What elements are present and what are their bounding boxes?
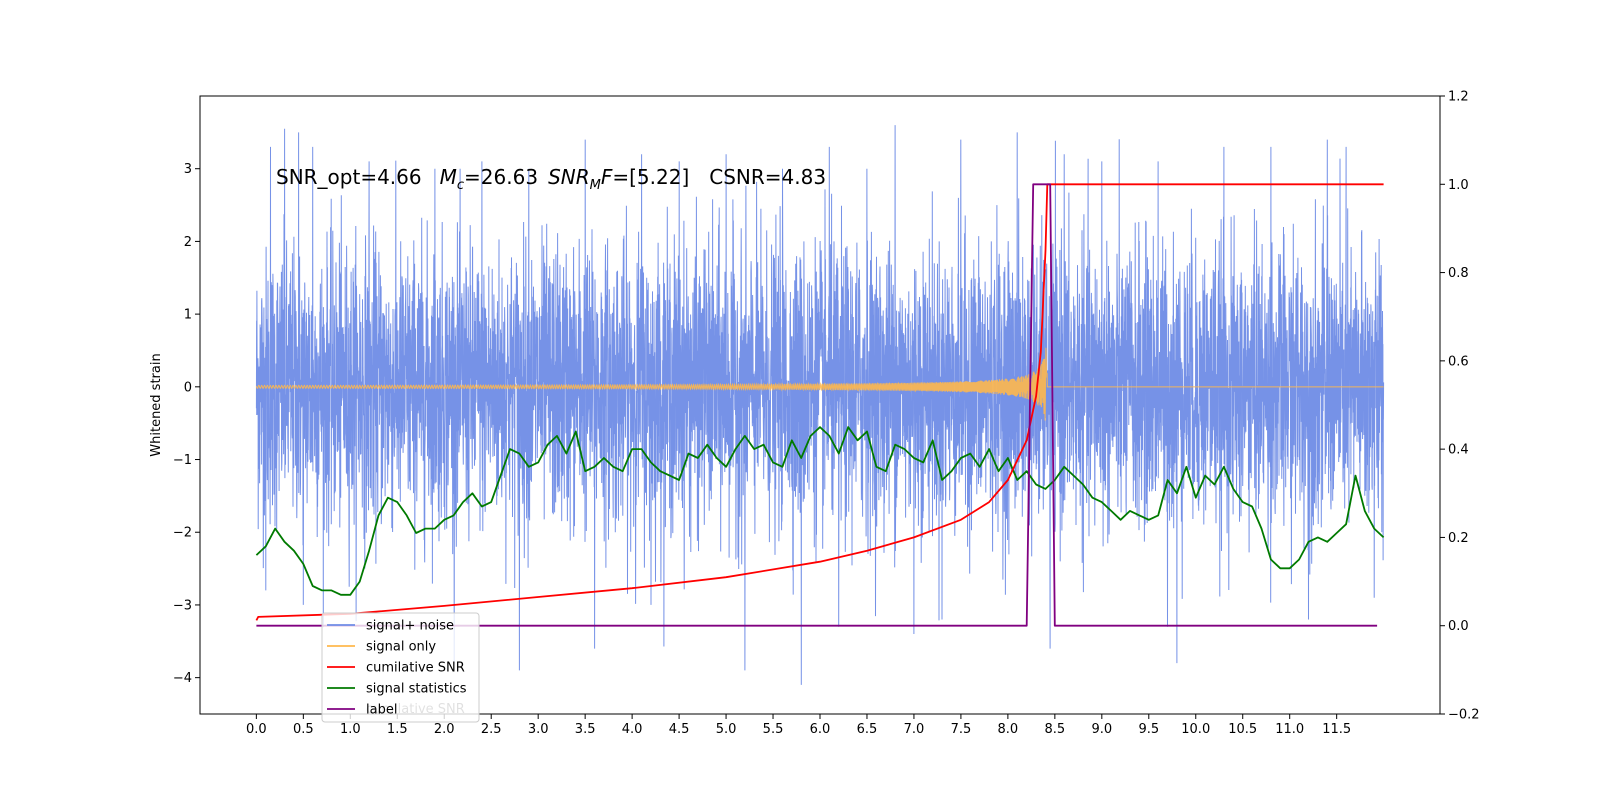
y-axis-right-ticks: 1.2 1.0 0.8 0.6 0.4 0.2 0.0 −0.2	[1440, 90, 1480, 723]
annotation-snr-opt: SNR_opt=4.66	[276, 165, 422, 189]
y-left-tick-label-3: 0	[184, 380, 192, 395]
x-tick-label-16: 8.0	[998, 722, 1019, 737]
y-left-tick-label-4: −1	[173, 453, 192, 468]
annotation-snr-value: =[5.22]	[612, 165, 689, 189]
annotation: SNR_opt=4.66 Mc=26.63 SNRMF=[5.22] CSNR=4.8…	[276, 165, 826, 193]
x-tick-label-2: 1.0	[340, 722, 361, 737]
x-tick-label-12: 6.0	[810, 722, 831, 737]
legend-items: signal+ noise signal only cumilative SNR si…	[327, 619, 467, 718]
legend-label-0: signal+ noise	[366, 619, 454, 634]
legend-label-3: signal statistics	[366, 682, 467, 697]
x-axis-ticks: 0.0 0.5 1.0 1.5 2.0 2.5 3.0 3.5 4.0 4.5 5.0 5.5 6.0 6…	[246, 714, 1351, 737]
y-left-tick-label-1: 2	[184, 235, 192, 250]
annotation-mc-subscript: c	[457, 178, 464, 193]
x-tick-label-23: 11.5	[1322, 722, 1351, 737]
series-signal-only	[255, 347, 1384, 421]
annotation-snr-symbol: SNR	[548, 165, 590, 189]
legend-box	[321, 612, 480, 723]
y-left-tick-label-5: −2	[173, 526, 192, 541]
legend-label-2: cumilative SNR	[366, 661, 465, 676]
x-tick-label-20: 10.0	[1181, 722, 1210, 737]
x-tick-label-0: 0.0	[246, 722, 267, 737]
legend-ghost-text: cumilative SNR	[366, 702, 465, 717]
x-tick-label-21: 10.5	[1228, 722, 1257, 737]
x-tick-label-14: 7.0	[904, 722, 925, 737]
series-layer	[255, 125, 1385, 685]
x-tick-label-4: 2.0	[434, 722, 455, 737]
x-tick-label-22: 11.0	[1275, 722, 1304, 737]
x-tick-label-18: 9.0	[1091, 722, 1112, 737]
series-signal-noise	[255, 125, 1385, 685]
x-tick-label-10: 5.0	[716, 722, 737, 737]
y-left-tick-label-6: −3	[173, 598, 192, 613]
annotation-snr-f: F	[601, 165, 613, 189]
y-right-tick-label-1: 1.0	[1448, 178, 1469, 193]
x-tick-label-1: 0.5	[293, 722, 314, 737]
x-tick-label-11: 5.5	[763, 722, 784, 737]
y-left-tick-label-0: 3	[184, 162, 192, 177]
x-tick-label-17: 8.5	[1045, 722, 1066, 737]
x-tick-label-5: 2.5	[481, 722, 502, 737]
x-tick-label-19: 9.5	[1138, 722, 1159, 737]
y-right-tick-label-5: 0.2	[1448, 531, 1469, 546]
legend: cumilative SNR signal+ noise signal only c…	[321, 612, 480, 723]
annotation-mc-value: =26.63	[464, 165, 538, 189]
y-right-tick-label-2: 0.8	[1448, 266, 1469, 281]
x-tick-label-6: 3.0	[528, 722, 549, 737]
y-right-tick-label-0: 1.2	[1448, 90, 1469, 105]
x-tick-label-3: 1.5	[387, 722, 408, 737]
annotation-snr-subscript: M	[590, 178, 601, 193]
series-label	[256, 183, 1378, 627]
legend-label-1: signal only	[366, 640, 436, 655]
x-tick-label-8: 4.0	[622, 722, 643, 737]
y-axis-left-ticks: 3 2 1 0 −1 −2 −3 −4	[173, 162, 200, 686]
series-cumulative-snr	[255, 183, 1384, 621]
y-right-tick-label-4: 0.4	[1448, 443, 1469, 458]
y-left-tick-label-7: −4	[173, 671, 192, 686]
x-tick-label-13: 6.5	[857, 722, 878, 737]
y-right-tick-label-7: −0.2	[1448, 708, 1480, 723]
x-tick-label-15: 7.5	[951, 722, 972, 737]
y-right-tick-label-3: 0.6	[1448, 354, 1469, 369]
y-axis-label: Whitened strain	[149, 353, 164, 456]
y-right-tick-label-6: 0.0	[1448, 619, 1469, 634]
y-left-tick-label-2: 1	[184, 308, 192, 323]
legend-label-4: label	[366, 703, 397, 718]
x-tick-label-7: 3.5	[575, 722, 596, 737]
series-signal-statistics	[255, 426, 1385, 596]
annotation-csnr: CSNR=4.83	[709, 165, 826, 189]
x-tick-label-9: 4.5	[669, 722, 690, 737]
annotation-mc-symbol: M	[440, 165, 457, 189]
